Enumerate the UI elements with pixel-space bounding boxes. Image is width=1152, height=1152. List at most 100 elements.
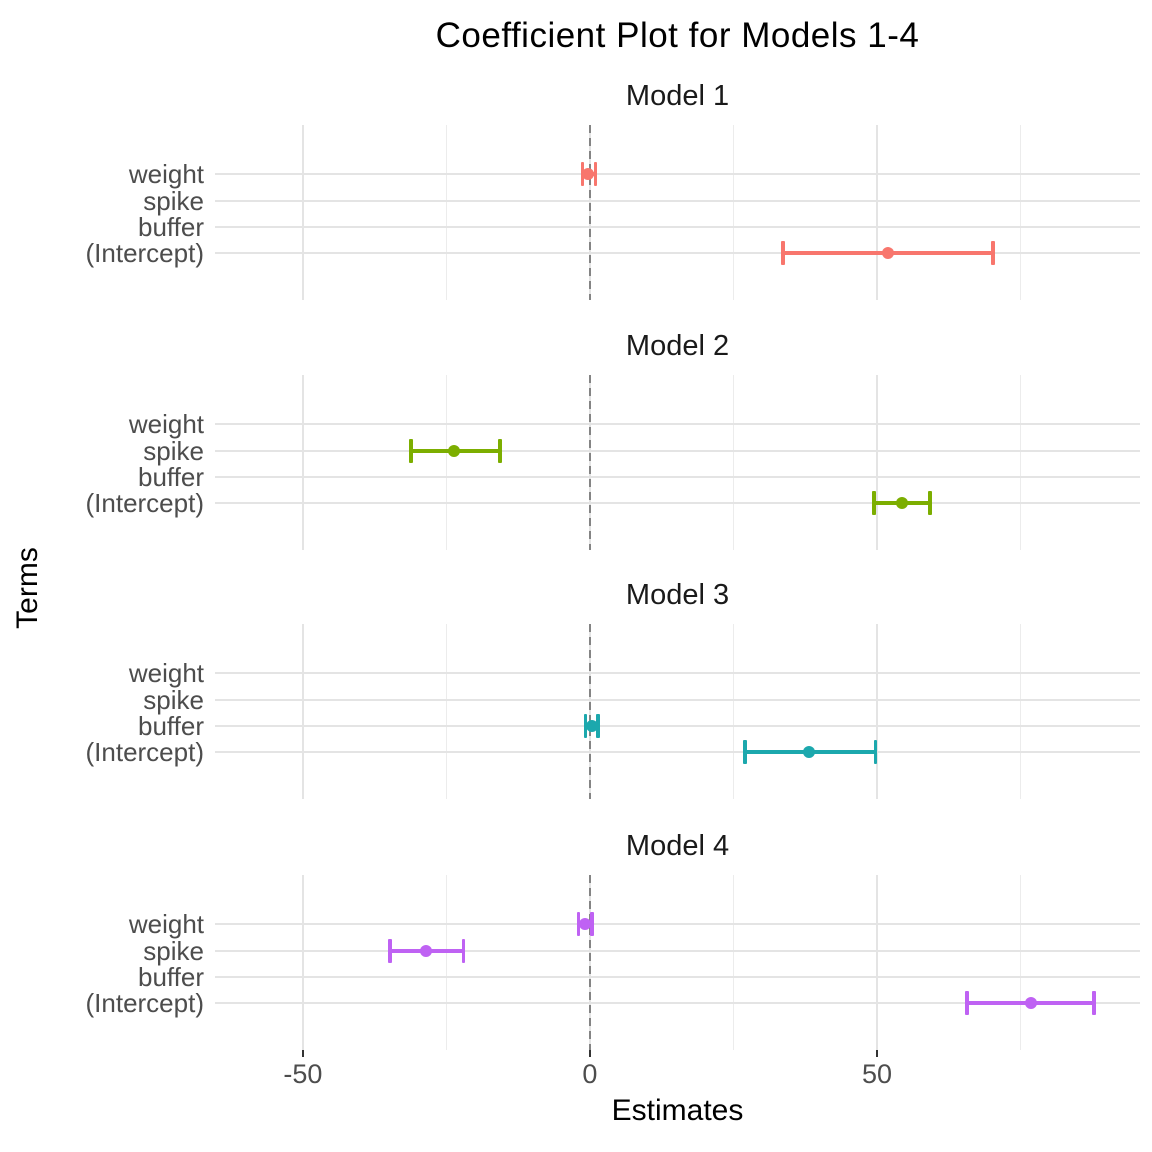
y-axis-category-label: buffer (137, 462, 204, 493)
y-axis-category-label: buffer (137, 711, 204, 742)
x-axis-tick-mark (876, 1050, 879, 1057)
vertical-minor-gridline (1019, 125, 1022, 300)
estimate-point (585, 720, 598, 733)
horizontal-gridline (215, 1001, 1140, 1004)
estimate-point (419, 945, 432, 958)
estimate-point (896, 496, 909, 509)
confidence-interval-cap (965, 990, 969, 1015)
estimate-point (881, 246, 894, 259)
confidence-interval-cap (596, 714, 600, 739)
confidence-interval-cap (1092, 990, 1096, 1015)
vertical-minor-gridline (732, 125, 735, 300)
y-axis-title: Terms (11, 547, 44, 629)
vertical-major-gridline (301, 875, 304, 1050)
vertical-minor-gridline (1019, 375, 1022, 550)
confidence-interval-cap (497, 439, 502, 464)
zero-reference-dashed-line (588, 375, 592, 550)
x-axis-title: Estimates (611, 1094, 744, 1127)
vertical-major-gridline (301, 624, 304, 799)
horizontal-gridline (215, 672, 1140, 674)
estimate-point (578, 918, 591, 930)
confidence-interval-cap (873, 739, 878, 764)
horizontal-gridline (215, 950, 1140, 953)
vertical-minor-gridline (732, 624, 735, 799)
confidence-interval-cap (388, 939, 392, 964)
confidence-interval-cap (928, 490, 932, 515)
zero-reference-dashed-line (588, 875, 592, 1050)
estimate-point (1024, 996, 1037, 1009)
vertical-minor-gridline (445, 125, 448, 300)
facet-panel (215, 375, 1140, 550)
y-axis-category-label: weight (128, 909, 204, 939)
x-axis-tick-label: -50 (283, 1059, 323, 1089)
y-axis-category-label: spike (143, 436, 204, 467)
y-axis-category-label: (Intercept) (85, 736, 205, 767)
x-axis-tick-label: 50 (861, 1059, 893, 1089)
y-axis-category-label: (Intercept) (85, 487, 205, 518)
vertical-minor-gridline (1019, 624, 1022, 799)
plot-title: Coefficient Plot for Models 1-4 (435, 16, 920, 55)
vertical-major-gridline (301, 375, 304, 550)
vertical-minor-gridline (732, 375, 735, 550)
y-axis-category-label: spike (143, 685, 204, 716)
y-axis-category-label: buffer (137, 962, 204, 993)
vertical-minor-gridline (445, 375, 448, 550)
y-axis-category-label: weight (128, 159, 204, 189)
estimate-point (582, 168, 595, 180)
vertical-major-gridline (301, 125, 304, 300)
confidence-interval-cap (576, 912, 581, 936)
confidence-interval-cap (461, 939, 466, 964)
confidence-interval-cap (583, 714, 588, 739)
x-axis-tick-mark (588, 1050, 591, 1057)
facet-strip-label: Model 3 (625, 579, 730, 611)
horizontal-gridline (215, 450, 1140, 453)
y-axis-category-label: weight (128, 658, 204, 688)
horizontal-gridline (215, 423, 1140, 425)
facet-panel (215, 875, 1140, 1050)
confidence-interval-cap (872, 490, 876, 515)
confidence-interval-cap (781, 240, 785, 265)
facet-strip-label: Model 1 (625, 80, 730, 112)
facet-strip-label: Model 4 (625, 830, 730, 862)
vertical-minor-gridline (732, 875, 735, 1050)
horizontal-gridline (215, 200, 1140, 203)
y-axis-category-label: (Intercept) (85, 987, 205, 1018)
horizontal-gridline (215, 476, 1140, 479)
y-axis-category-label: spike (143, 186, 204, 217)
estimate-point (447, 445, 460, 458)
confidence-interval-cap (743, 739, 747, 764)
horizontal-gridline (215, 699, 1140, 702)
y-axis-category-label: buffer (137, 212, 204, 243)
estimate-point (803, 745, 816, 758)
horizontal-gridline (215, 251, 1140, 254)
vertical-major-gridline (876, 125, 879, 300)
confidence-interval-cap (408, 439, 413, 464)
vertical-minor-gridline (445, 624, 448, 799)
vertical-minor-gridline (445, 875, 448, 1050)
horizontal-gridline (215, 976, 1140, 979)
x-axis-tick-label: 0 (582, 1059, 598, 1089)
zero-reference-dashed-line (588, 125, 592, 300)
horizontal-gridline (215, 226, 1140, 229)
y-axis-category-label: (Intercept) (85, 237, 205, 268)
y-axis-category-label: weight (128, 409, 204, 439)
horizontal-gridline (215, 173, 1140, 175)
confidence-interval-cap (593, 162, 598, 186)
horizontal-gridline (215, 923, 1140, 925)
confidence-interval-cap (991, 240, 995, 265)
x-axis-tick-mark (301, 1050, 304, 1057)
vertical-major-gridline (876, 875, 879, 1050)
horizontal-gridline (215, 725, 1140, 728)
y-axis-category-label: spike (143, 936, 204, 967)
vertical-minor-gridline (1019, 875, 1022, 1050)
confidence-interval-cap (590, 912, 595, 936)
vertical-major-gridline (876, 624, 879, 799)
facet-panel (215, 624, 1140, 799)
facet-strip-label: Model 2 (625, 330, 730, 362)
facet-panel (215, 125, 1140, 300)
horizontal-gridline (215, 750, 1140, 753)
horizontal-gridline (215, 501, 1140, 504)
vertical-major-gridline (876, 375, 879, 550)
zero-reference-dashed-line (588, 624, 592, 799)
